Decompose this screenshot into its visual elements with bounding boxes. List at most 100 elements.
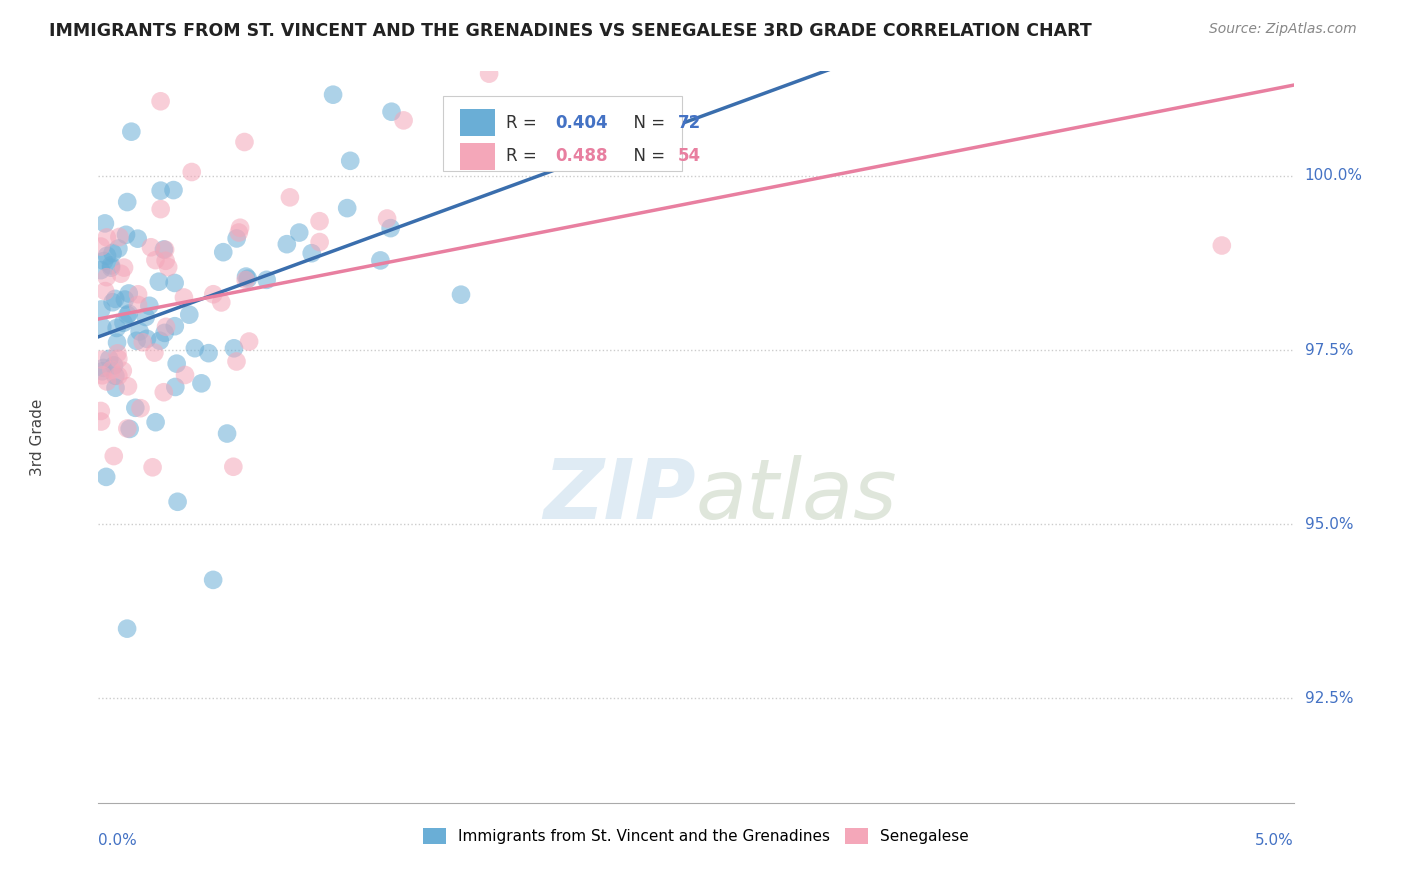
Point bbox=[222, 341, 245, 355]
Point bbox=[143, 345, 166, 359]
Point bbox=[127, 232, 149, 246]
Point bbox=[96, 375, 118, 389]
Point bbox=[128, 325, 150, 339]
Point bbox=[163, 276, 186, 290]
Point bbox=[308, 235, 330, 249]
Point bbox=[238, 334, 260, 349]
Point bbox=[153, 243, 176, 257]
Point bbox=[138, 299, 160, 313]
Legend: Immigrants from St. Vincent and the Grenadines, Senegalese: Immigrants from St. Vincent and the Gren… bbox=[416, 822, 976, 850]
Point bbox=[132, 335, 155, 350]
Point bbox=[380, 104, 402, 119]
Point bbox=[127, 287, 149, 301]
Point bbox=[149, 202, 172, 216]
Point bbox=[301, 246, 323, 260]
Point bbox=[148, 275, 170, 289]
Text: 54: 54 bbox=[678, 147, 700, 165]
Point bbox=[107, 346, 129, 360]
Point bbox=[235, 269, 257, 284]
Point bbox=[166, 357, 188, 371]
Point bbox=[93, 360, 115, 375]
Text: N =: N = bbox=[623, 113, 671, 131]
Point bbox=[308, 214, 330, 228]
Point bbox=[117, 379, 139, 393]
Point bbox=[124, 401, 146, 415]
Point bbox=[339, 153, 361, 168]
Point bbox=[149, 95, 172, 109]
Point bbox=[115, 622, 138, 636]
Point bbox=[209, 295, 232, 310]
Point bbox=[153, 326, 176, 340]
Point bbox=[91, 352, 114, 367]
Text: 100.0%: 100.0% bbox=[1305, 169, 1362, 184]
Point bbox=[118, 286, 141, 301]
Text: 3rd Grade: 3rd Grade bbox=[30, 399, 45, 475]
Point bbox=[235, 273, 257, 287]
Point bbox=[115, 195, 138, 210]
Point bbox=[90, 404, 112, 418]
Point bbox=[100, 259, 122, 273]
Point bbox=[118, 422, 141, 436]
Point bbox=[104, 381, 127, 395]
Point bbox=[478, 67, 501, 81]
Point bbox=[380, 221, 402, 235]
Point bbox=[91, 364, 114, 378]
Text: N =: N = bbox=[623, 147, 671, 165]
Point bbox=[104, 292, 127, 306]
Point bbox=[100, 363, 122, 377]
Point bbox=[165, 380, 187, 394]
Point bbox=[153, 243, 176, 257]
Point bbox=[112, 316, 135, 330]
Point bbox=[104, 368, 127, 383]
Point bbox=[256, 273, 278, 287]
Point bbox=[162, 183, 184, 197]
Point bbox=[322, 87, 344, 102]
Text: R =: R = bbox=[506, 147, 543, 165]
Point bbox=[117, 308, 139, 322]
Point bbox=[184, 341, 207, 355]
Point bbox=[163, 319, 186, 334]
Point bbox=[136, 332, 159, 346]
Point bbox=[90, 263, 112, 277]
Text: 0.488: 0.488 bbox=[555, 147, 607, 165]
Point bbox=[278, 190, 301, 204]
Text: 97.5%: 97.5% bbox=[1305, 343, 1353, 358]
Point bbox=[90, 239, 112, 253]
Point bbox=[212, 245, 235, 260]
Point bbox=[110, 267, 132, 281]
Bar bbox=[460, 109, 495, 136]
Text: Source: ZipAtlas.com: Source: ZipAtlas.com bbox=[1209, 22, 1357, 37]
Point bbox=[103, 449, 125, 463]
Point bbox=[225, 231, 247, 245]
Point bbox=[101, 246, 124, 260]
Point bbox=[125, 334, 148, 348]
Point bbox=[155, 319, 177, 334]
Point bbox=[93, 254, 115, 268]
Point bbox=[129, 401, 152, 416]
Point bbox=[120, 125, 142, 139]
Text: 92.5%: 92.5% bbox=[1305, 690, 1353, 706]
Point bbox=[117, 421, 139, 435]
Point bbox=[139, 240, 162, 254]
Point bbox=[276, 237, 298, 252]
Point bbox=[336, 201, 359, 215]
Text: atlas: atlas bbox=[696, 455, 897, 536]
Point bbox=[91, 320, 114, 334]
Point bbox=[222, 459, 245, 474]
Point bbox=[98, 351, 121, 366]
Point bbox=[392, 113, 415, 128]
Point bbox=[90, 302, 112, 317]
Point bbox=[96, 230, 118, 244]
Point bbox=[202, 573, 225, 587]
Point bbox=[142, 460, 165, 475]
Point bbox=[179, 308, 201, 322]
Point bbox=[96, 249, 118, 263]
Text: ZIP: ZIP bbox=[543, 455, 696, 536]
Point bbox=[127, 298, 149, 312]
Text: 0.0%: 0.0% bbox=[98, 833, 138, 848]
Point bbox=[103, 359, 125, 373]
Point bbox=[108, 230, 131, 244]
Point bbox=[149, 184, 172, 198]
Point bbox=[190, 376, 212, 391]
Point bbox=[90, 415, 112, 429]
